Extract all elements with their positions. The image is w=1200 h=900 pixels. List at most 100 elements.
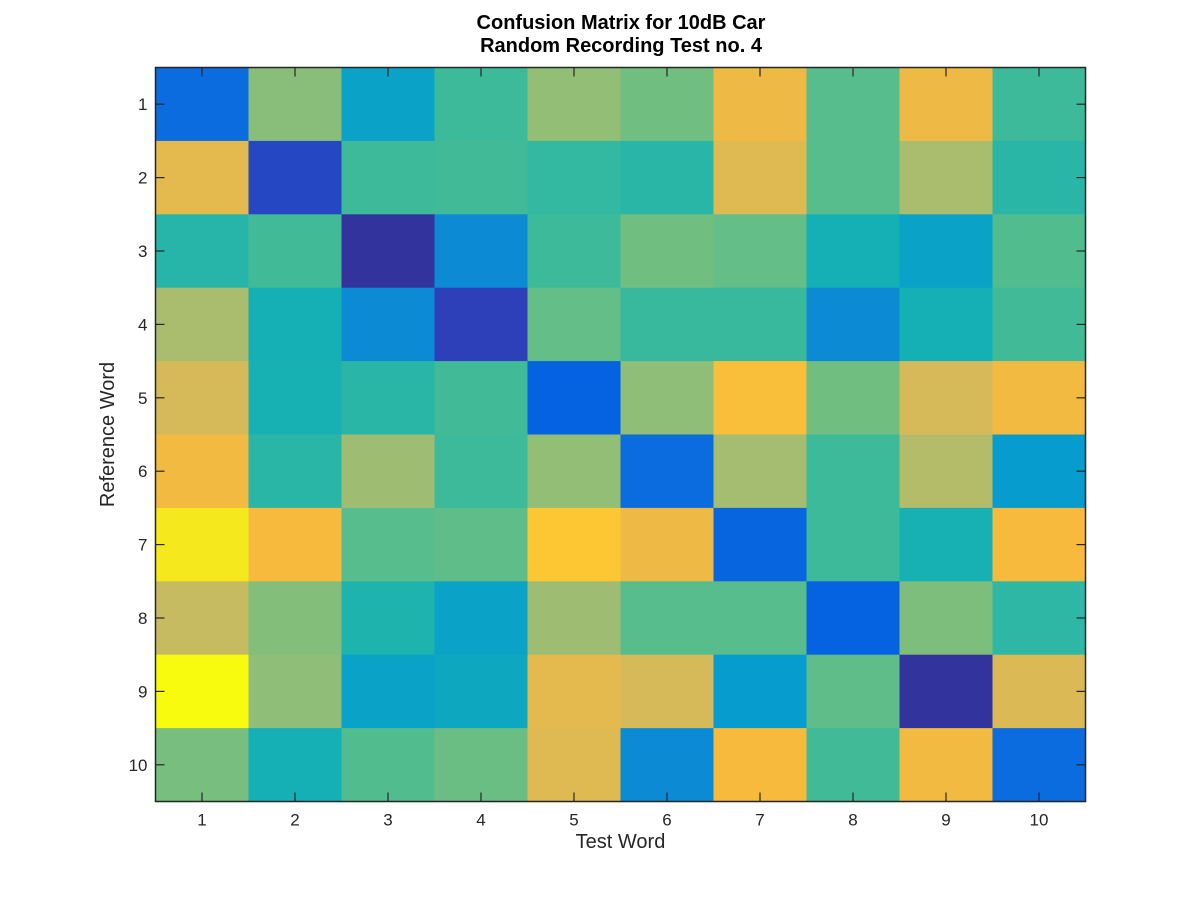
heatmap-cell <box>248 581 343 656</box>
y-tick-label: 7 <box>138 536 147 555</box>
heatmap-cell <box>992 507 1087 582</box>
heatmap-cell <box>434 287 529 362</box>
plot-frame <box>154 66 1087 803</box>
heatmap-cell <box>434 361 529 436</box>
y-tick-label: 2 <box>138 169 147 188</box>
heatmap-cell <box>248 287 343 362</box>
y-tick-label: 5 <box>138 389 147 408</box>
heatmap-cell <box>806 654 901 729</box>
heatmap-cell <box>434 654 529 729</box>
heatmap-cell <box>527 214 622 289</box>
y-tick-label: 3 <box>138 242 147 261</box>
heatmap-cell <box>620 434 715 509</box>
heatmap-cell <box>713 434 808 509</box>
heatmap-cell <box>620 361 715 436</box>
x-tick-label: 8 <box>848 811 857 830</box>
heatmap-cell <box>713 67 808 142</box>
heatmap-cell <box>713 287 808 362</box>
heatmap-cell <box>155 287 250 362</box>
heatmap-cell <box>434 140 529 215</box>
y-tick-label: 8 <box>138 609 147 628</box>
heatmap-cell <box>806 361 901 436</box>
y-axis-label: Reference Word <box>97 362 119 507</box>
heatmap-cell <box>992 214 1087 289</box>
heatmap-cell <box>899 214 994 289</box>
heatmap-cell <box>713 361 808 436</box>
heatmap-cell <box>899 728 994 803</box>
heatmap-cell <box>620 507 715 582</box>
heatmap-cell <box>806 287 901 362</box>
heatmap-cell <box>527 67 622 142</box>
heatmap-cell <box>434 581 529 656</box>
heatmap-cell <box>806 214 901 289</box>
x-tick-label: 2 <box>290 811 299 830</box>
heatmap-cell <box>992 140 1087 215</box>
y-tick-label: 10 <box>129 756 148 775</box>
heatmap-cell <box>806 507 901 582</box>
heatmap-cell <box>806 728 901 803</box>
heatmap-cell <box>992 434 1087 509</box>
axis-ticks <box>155 67 1086 802</box>
heatmap-cell <box>248 140 343 215</box>
x-axis-label: Test Word <box>576 831 666 853</box>
heatmap-cell <box>248 67 343 142</box>
x-tick-label: 7 <box>755 811 764 830</box>
heatmap-cell <box>992 728 1087 803</box>
heatmap-cell <box>713 581 808 656</box>
heatmap-cell <box>341 728 436 803</box>
heatmap-cell <box>620 140 715 215</box>
heatmap-cell <box>620 214 715 289</box>
x-tick-label: 3 <box>383 811 392 830</box>
heatmap-cell <box>899 507 994 582</box>
chart-title-line-2: Random Recording Test no. 4 <box>480 35 762 57</box>
heatmap-cell <box>527 361 622 436</box>
heatmap-cell <box>713 140 808 215</box>
heatmap-cell <box>527 287 622 362</box>
heatmap-cell <box>620 728 715 803</box>
heatmap-cell <box>248 728 343 803</box>
heatmap-cell <box>992 287 1087 362</box>
heatmap-cell <box>341 654 436 729</box>
heatmap-cell <box>155 728 250 803</box>
heatmap-cell <box>899 581 994 656</box>
heatmap-cell <box>341 434 436 509</box>
heatmap-cell <box>155 507 250 582</box>
x-tick-labels: 1 2 3 4 5 6 7 8 9 10 <box>197 811 1048 830</box>
heatmap-cell <box>992 654 1087 729</box>
heatmap-cell <box>434 67 529 142</box>
y-tick-label: 6 <box>138 462 147 481</box>
heatmap-cell <box>899 654 994 729</box>
heatmap-cell <box>248 654 343 729</box>
heatmap-cell <box>992 581 1087 656</box>
heatmap-cell <box>527 434 622 509</box>
heatmap-cell <box>341 581 436 656</box>
heatmap-cell <box>806 581 901 656</box>
heatmap-cell <box>527 654 622 729</box>
heatmap-cell <box>341 507 436 582</box>
x-tick-label: 6 <box>662 811 671 830</box>
heatmap-cell <box>155 434 250 509</box>
heatmap-cell <box>434 214 529 289</box>
heatmap-cell <box>248 507 343 582</box>
heatmap-cell <box>434 728 529 803</box>
heatmap-cell <box>806 434 901 509</box>
heatmap-cell <box>341 214 436 289</box>
y-tick-label: 9 <box>138 682 147 701</box>
x-tick-label: 1 <box>197 811 206 830</box>
heatmap-cell <box>155 361 250 436</box>
heatmap-cell <box>527 581 622 656</box>
heatmap-cell <box>899 287 994 362</box>
heatmap-cell <box>899 434 994 509</box>
heatmap-cell <box>434 507 529 582</box>
heatmap-cell <box>434 434 529 509</box>
heatmap-cell <box>713 654 808 729</box>
heatmap-cell <box>899 361 994 436</box>
heatmap-cell <box>620 287 715 362</box>
heatmap-cell <box>992 361 1087 436</box>
heatmap-cell <box>527 140 622 215</box>
x-tick-label: 9 <box>941 811 950 830</box>
heatmap-cell <box>341 140 436 215</box>
heatmap-cell <box>248 361 343 436</box>
heatmap-cell <box>992 67 1087 142</box>
